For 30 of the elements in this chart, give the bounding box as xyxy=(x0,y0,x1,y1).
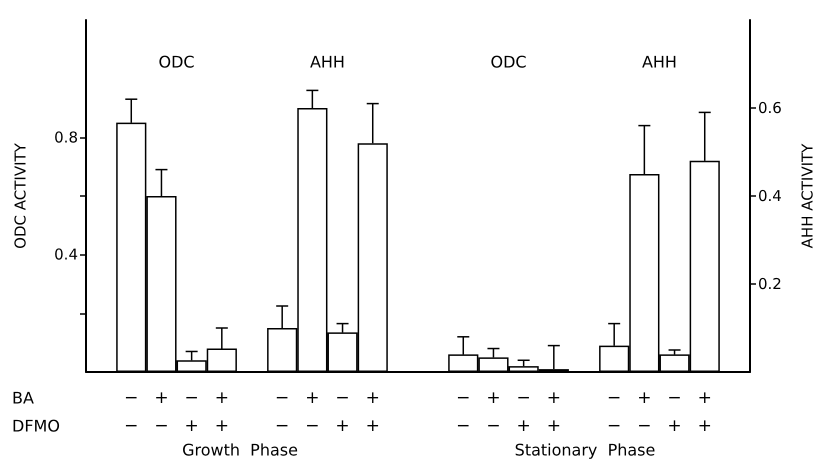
x-tick-label: − + xyxy=(184,388,199,436)
x-tick-label: + − xyxy=(154,388,169,436)
annotation: AHH xyxy=(642,52,677,72)
text: DFMO xyxy=(12,416,60,436)
y2-tick-label: 0.4 xyxy=(758,187,782,205)
x-tick-label: − + xyxy=(335,388,350,436)
y2-axis-title: AHH ACTIVITY xyxy=(798,142,816,248)
x-tick-label: − − xyxy=(456,388,470,436)
x-tick-label: − + xyxy=(667,388,682,436)
x-tick-label: − − xyxy=(124,388,138,436)
x-tick-label: − − xyxy=(607,388,622,436)
x-tick-label: + + xyxy=(214,388,229,436)
x-tick-label: + + xyxy=(546,388,561,436)
annotation: AHH xyxy=(310,52,345,72)
x-tick-label: + − xyxy=(305,388,320,436)
x-tick-label: − + xyxy=(516,388,531,436)
text: BA xyxy=(12,388,34,408)
y-axis-title: ODC ACTIVITY xyxy=(12,142,30,249)
x-tick-label: − − xyxy=(275,388,290,436)
text: Stationary Phase xyxy=(514,440,656,460)
text: Growth Phase xyxy=(182,440,298,460)
annotation: ODC xyxy=(490,52,527,72)
y2-tick-label: 0.6 xyxy=(758,99,782,117)
annotation: ODC xyxy=(158,52,195,72)
x-tick-label: + − xyxy=(637,388,652,436)
x-tick-label: + − xyxy=(486,388,501,436)
y-tick-label: 0.8 xyxy=(54,128,78,146)
x-tick-label: + + xyxy=(698,388,712,436)
x-tick-label: + + xyxy=(366,388,380,436)
y2-tick-label: 0.2 xyxy=(758,275,782,293)
